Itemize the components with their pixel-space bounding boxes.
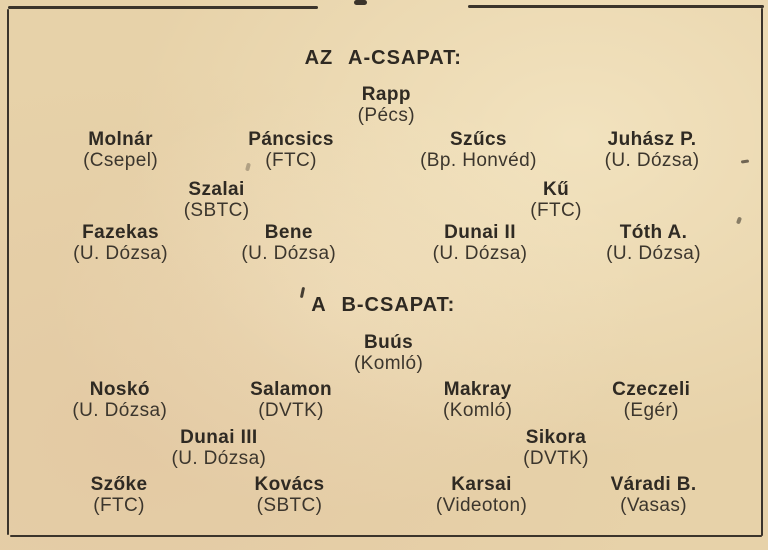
player: Dunai II (U. Dózsa) (433, 222, 528, 264)
player-name: Szőke (90, 474, 148, 495)
player-club: (Egér) (623, 400, 679, 421)
ink-speck (740, 159, 750, 164)
player-club: (Vasas) (620, 495, 687, 516)
player-name: Bene (264, 222, 313, 243)
player-name: Rapp (361, 84, 411, 105)
player: Szalai (SBTC) (184, 179, 250, 221)
player: Czeczeli (Egér) (612, 379, 690, 421)
player: Rapp (Pécs) (358, 84, 415, 126)
player-club: (Videoton) (435, 495, 528, 516)
player: Váradi B. (Vasas) (611, 474, 697, 516)
player-name: Buús (364, 332, 414, 353)
player-club: (U. Dózsa) (72, 400, 168, 421)
player-club: (U. Dózsa) (432, 243, 528, 264)
player-name: Fazekas (82, 222, 159, 243)
player-club: (Csepel) (83, 150, 159, 171)
player-name: Noskó (89, 379, 150, 400)
player-name: Kű (542, 179, 570, 200)
player-name: Páncsics (248, 129, 334, 150)
player-name: Molnár (88, 129, 153, 150)
player: Salamon (DVTK) (250, 379, 332, 421)
player: Páncsics (FTC) (248, 129, 334, 171)
player-name: Szalai (188, 179, 245, 200)
player-name: Váradi B. (610, 474, 697, 495)
player: Buús (Komló) (354, 332, 423, 374)
ink-blob-top (354, 0, 367, 5)
player: Makray (Komló) (443, 379, 512, 421)
player-name: Makray (443, 379, 512, 400)
player-name: Salamon (250, 379, 333, 400)
player-name: Kovács (254, 474, 325, 495)
player: Tóth A. (U. Dózsa) (606, 222, 701, 264)
player-name: Juhász P. (607, 129, 697, 150)
player: Noskó (U. Dózsa) (72, 379, 167, 421)
ink-speck (735, 216, 743, 225)
player-name: Szűcs (449, 129, 507, 150)
player-club: (DVTK) (523, 448, 589, 469)
frame-border-left (7, 9, 9, 535)
player-club: (U. Dózsa) (73, 243, 168, 264)
team-title: AZ A-CSAPAT: (304, 47, 462, 69)
player: Szőke (FTC) (91, 474, 148, 516)
frame-border-top-left (8, 6, 318, 9)
player-club: (U. Dózsa) (171, 448, 267, 469)
player: Fazekas (U. Dózsa) (73, 222, 168, 264)
player-club: (FTC) (530, 200, 582, 221)
player: Szűcs (Bp. Honvéd) (420, 129, 537, 171)
player-club: (SBTC) (183, 200, 250, 221)
player-club: (Bp. Honvéd) (420, 150, 537, 171)
player: Bene (U. Dózsa) (241, 222, 336, 264)
player-name: Karsai (451, 474, 512, 495)
player-club: (U. Dózsa) (241, 243, 337, 264)
frame-border-top-right (468, 5, 764, 8)
player: Kű (FTC) (530, 179, 582, 221)
player: Karsai (Videoton) (436, 474, 527, 516)
player-club: (SBTC) (256, 495, 323, 516)
player-club: (U. Dózsa) (604, 150, 700, 171)
frame-border-bottom (10, 535, 762, 537)
player: Sikora (DVTK) (523, 427, 589, 469)
player-name: Czeczeli (612, 379, 691, 400)
player-name: Tóth A. (619, 222, 688, 243)
player-name: Sikora (525, 427, 587, 448)
frame-border-right (761, 8, 763, 536)
player-club: (Komló) (353, 353, 424, 374)
ink-speck (299, 286, 306, 299)
player-club: (FTC) (93, 495, 145, 516)
player: Juhász P. (U. Dózsa) (605, 129, 700, 171)
player-club: (Komló) (443, 400, 513, 421)
player-name: Dunai II (444, 222, 516, 243)
player-club: (FTC) (265, 150, 317, 171)
player-name: Dunai III (180, 427, 258, 448)
player: Kovács (SBTC) (255, 474, 325, 516)
player: Dunai III (U. Dózsa) (171, 427, 266, 469)
player: Molnár (Csepel) (83, 129, 158, 171)
team-title: A B-CSAPAT: (311, 294, 456, 316)
player-club: (DVTK) (258, 400, 324, 421)
player-club: (Pécs) (357, 105, 415, 126)
player-club: (U. Dózsa) (606, 243, 701, 264)
